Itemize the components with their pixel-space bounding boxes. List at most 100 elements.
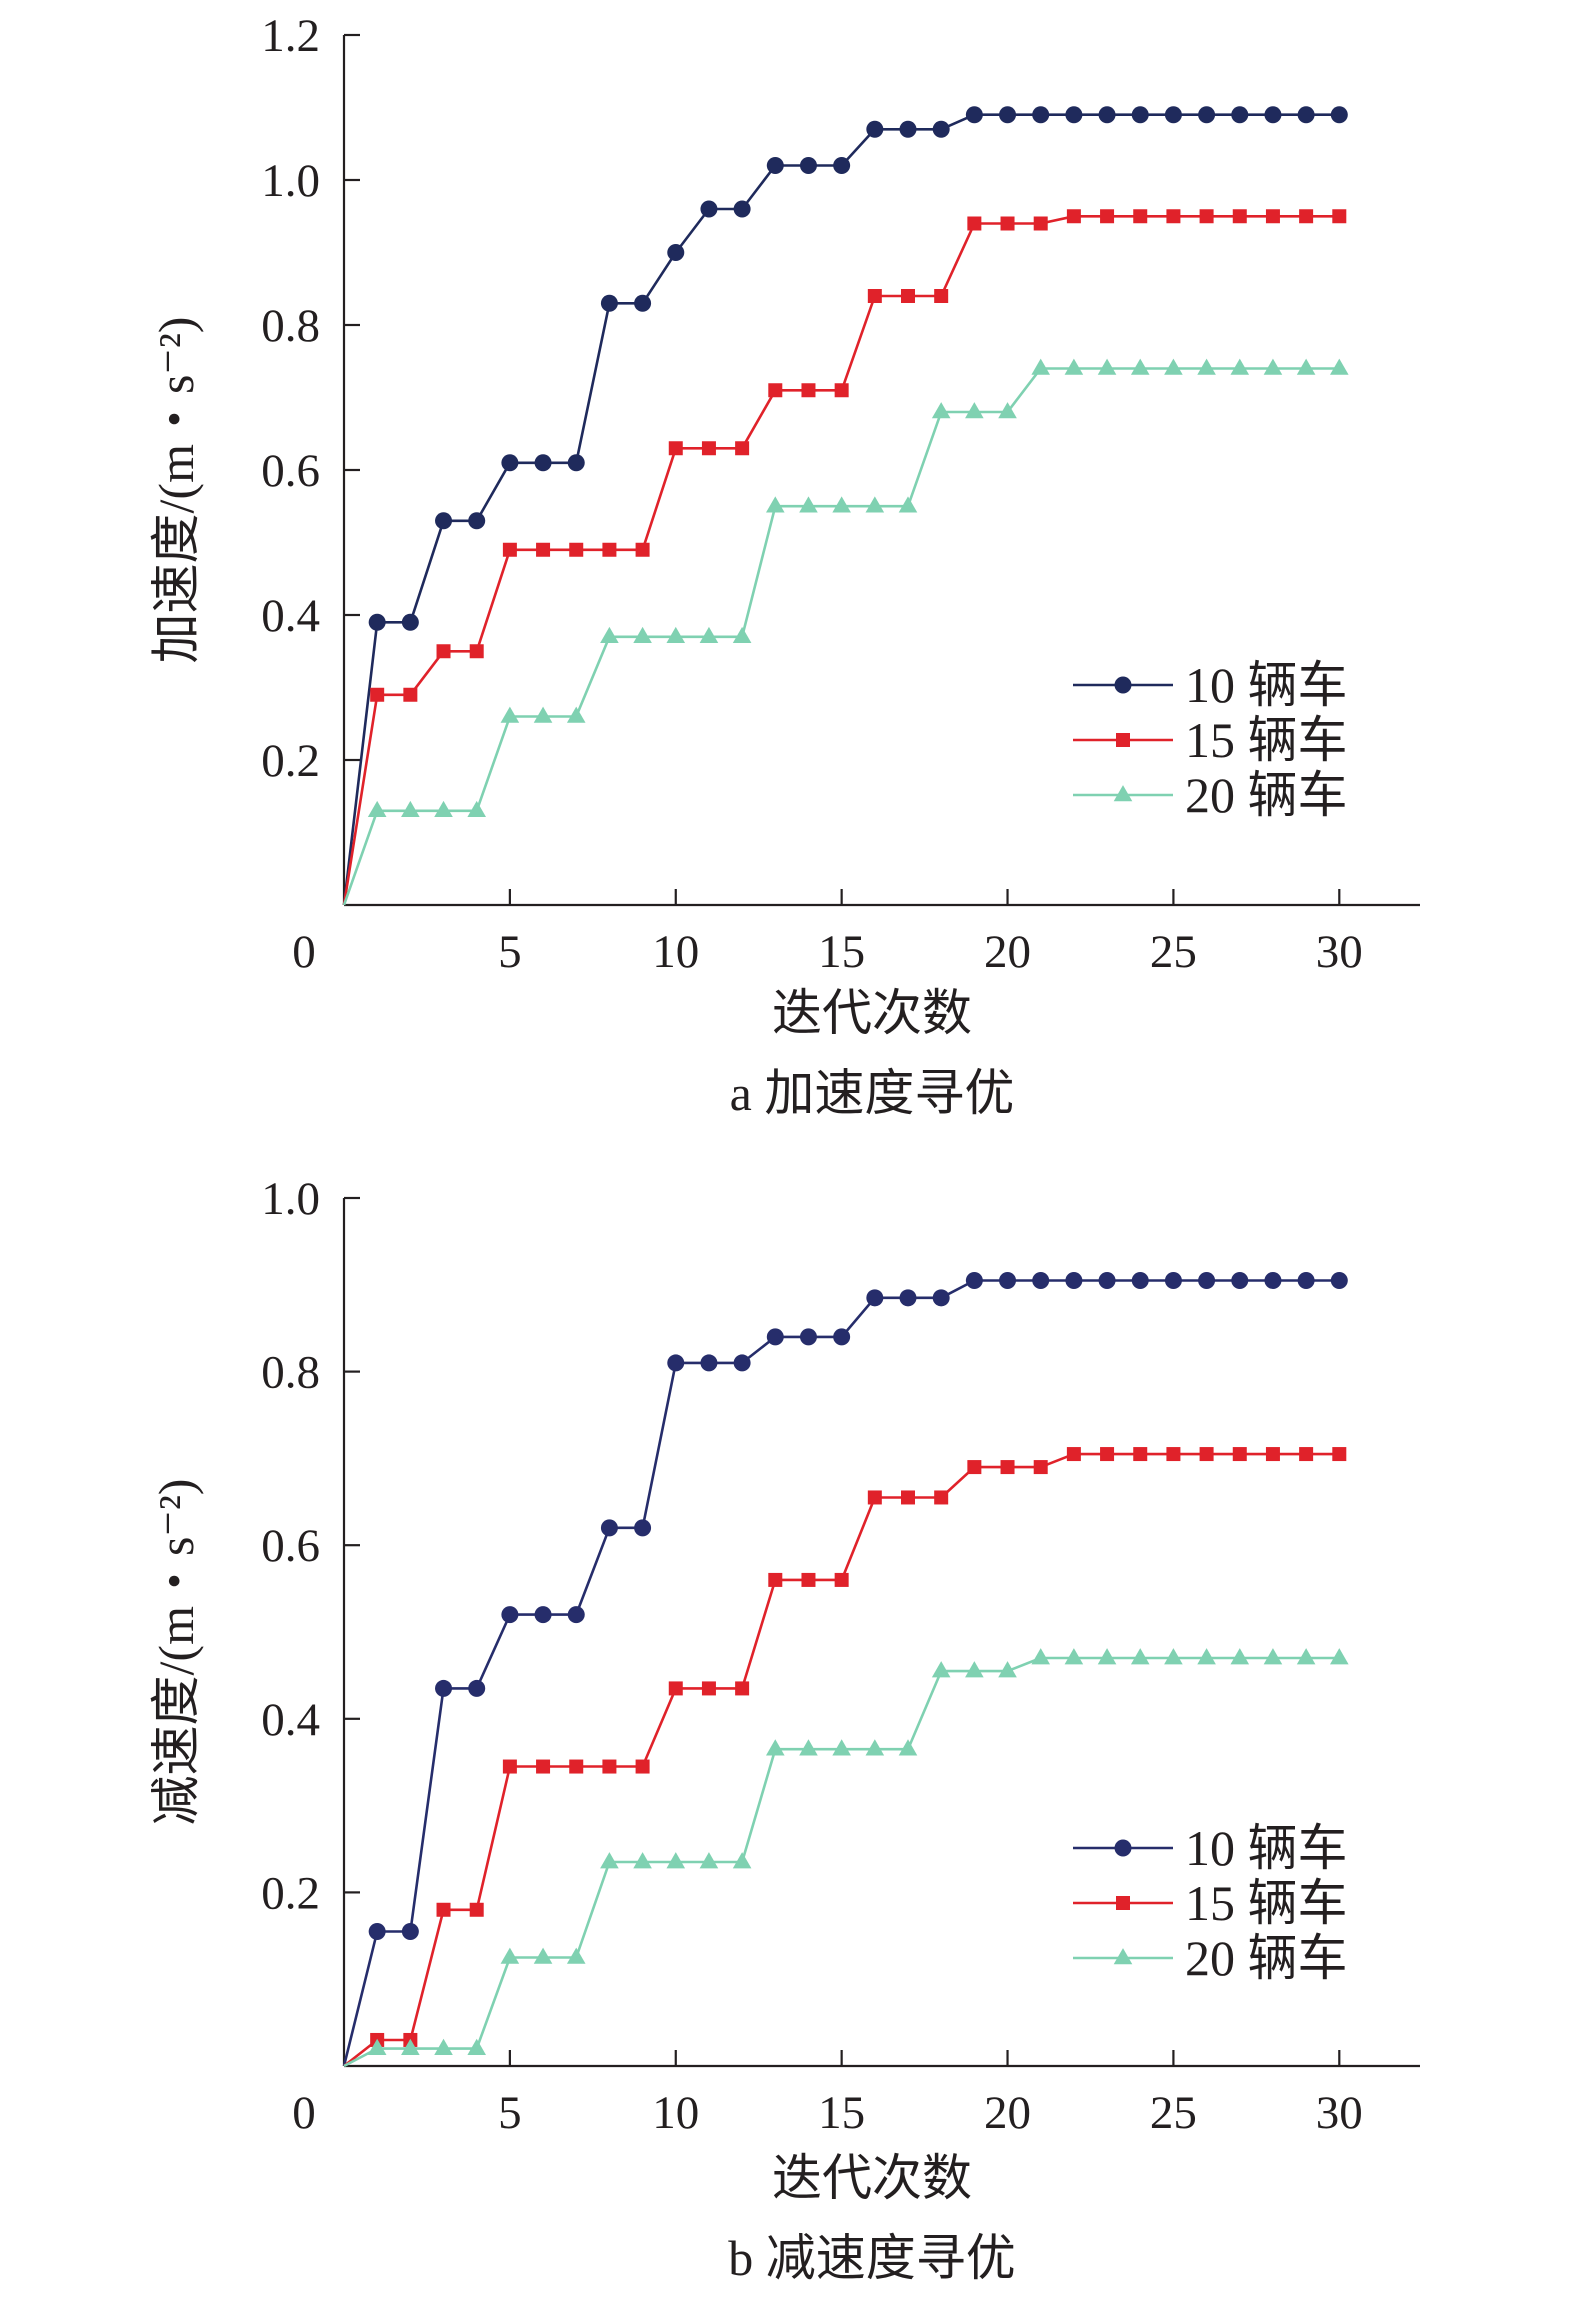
legend-label: 20 辆车 — [1185, 767, 1348, 823]
data-point — [566, 1947, 586, 1964]
data-point — [1097, 1648, 1117, 1665]
legend-item: 20 辆车 — [1073, 1930, 1348, 1986]
data-point — [534, 1606, 552, 1624]
data-point — [1330, 106, 1348, 124]
data-point — [1330, 1648, 1349, 1665]
data-point — [1133, 209, 1148, 224]
data-point — [1032, 1271, 1050, 1289]
y-axis-title: 减速度/(m・s⁻²) — [148, 1479, 204, 1826]
data-point — [467, 2038, 487, 2055]
data-point — [1232, 1447, 1247, 1462]
data-point — [633, 626, 652, 644]
data-point — [998, 402, 1017, 419]
data-point — [1198, 1271, 1216, 1289]
data-point — [635, 542, 650, 557]
data-point — [1263, 358, 1283, 375]
data-point — [1332, 1447, 1347, 1462]
data-point — [435, 1679, 453, 1697]
data-point — [403, 687, 418, 702]
data-point — [600, 626, 619, 644]
data-point — [766, 1328, 784, 1346]
data-point — [534, 454, 552, 472]
data-point — [666, 626, 686, 644]
y-tick-label: 1.0 — [261, 1173, 320, 1225]
y-tick-label: 1.0 — [261, 155, 320, 207]
data-point — [766, 157, 784, 174]
data-point — [1098, 1271, 1116, 1289]
data-point — [500, 1947, 520, 1964]
data-point — [799, 1328, 817, 1346]
data-point — [699, 626, 719, 644]
series-circle — [342, 1271, 1348, 2067]
data-point — [1263, 1648, 1283, 1665]
data-point — [866, 120, 884, 138]
data-point — [600, 1519, 618, 1537]
y-tick-label: 0.6 — [261, 445, 320, 497]
y-axis: 0.2 0.4 0.6 0.8 1.0 — [261, 1173, 360, 2066]
data-point — [866, 1289, 884, 1307]
data-point — [865, 496, 885, 513]
x-tick-label: 5 — [498, 926, 522, 978]
data-point — [536, 542, 551, 557]
data-point — [1133, 1447, 1148, 1462]
data-point — [832, 496, 851, 513]
y-axis-title: 加速度/(m・s⁻²) — [148, 317, 204, 664]
legend-label: 15 辆车 — [1185, 712, 1348, 768]
data-point — [368, 1922, 386, 1940]
legend-label: 20 辆车 — [1185, 1930, 1348, 1986]
data-point — [999, 1271, 1017, 1289]
data-point — [833, 1328, 851, 1346]
data-point — [701, 441, 716, 456]
data-point — [436, 1902, 451, 1917]
data-point — [502, 542, 517, 557]
data-point — [1131, 1271, 1149, 1289]
data-point — [367, 2038, 387, 2055]
data-point — [569, 1759, 584, 1774]
chart-caption: b 减速度寻优 — [728, 2230, 1016, 2286]
data-point — [1231, 106, 1249, 124]
data-point — [1197, 1648, 1216, 1665]
data-point — [1297, 1271, 1315, 1289]
data-point — [435, 512, 453, 530]
data-point — [1100, 1447, 1115, 1462]
x-tick-label: 20 — [984, 2087, 1031, 2139]
series-line — [342, 367, 1340, 906]
legend-marker — [1114, 676, 1132, 694]
legend-item: 20 辆车 — [1073, 767, 1348, 823]
data-point — [1131, 106, 1149, 124]
data-point — [701, 1681, 716, 1696]
chart-caption: a 加速度寻优 — [730, 1065, 1015, 1121]
data-point — [932, 120, 950, 138]
data-point — [635, 1759, 650, 1774]
data-point — [567, 1606, 585, 1624]
data-point — [732, 1852, 752, 1869]
data-point — [1265, 1447, 1280, 1462]
data-point — [634, 294, 652, 312]
data-point — [1264, 106, 1282, 124]
data-point — [668, 1681, 683, 1696]
data-point — [569, 542, 584, 557]
chart-acceleration: 0.2 0.4 0.6 0.8 1.0 1.2 0 5 10 15 20 25 30 10 辆车15 … — [148, 10, 1420, 1121]
data-point — [899, 1289, 917, 1307]
data-point — [370, 687, 385, 702]
data-point — [1230, 358, 1250, 375]
legend-item: 10 辆车 — [1073, 1820, 1348, 1876]
data-point — [1066, 1447, 1081, 1462]
data-point — [500, 706, 520, 723]
data-point — [1064, 358, 1084, 375]
data-point — [932, 1289, 950, 1307]
data-point — [768, 1572, 783, 1587]
data-point — [600, 294, 618, 312]
y-tick-label: 0.4 — [261, 1694, 320, 1746]
data-point — [1130, 1648, 1150, 1665]
legend-marker — [1116, 1896, 1130, 1910]
data-point — [965, 1661, 984, 1678]
data-point — [668, 441, 683, 456]
data-point — [468, 512, 486, 530]
data-point — [567, 454, 585, 472]
data-point — [867, 1490, 882, 1505]
data-point — [533, 1947, 553, 1964]
data-point — [934, 1490, 949, 1505]
x-tick-label: 20 — [984, 926, 1031, 978]
